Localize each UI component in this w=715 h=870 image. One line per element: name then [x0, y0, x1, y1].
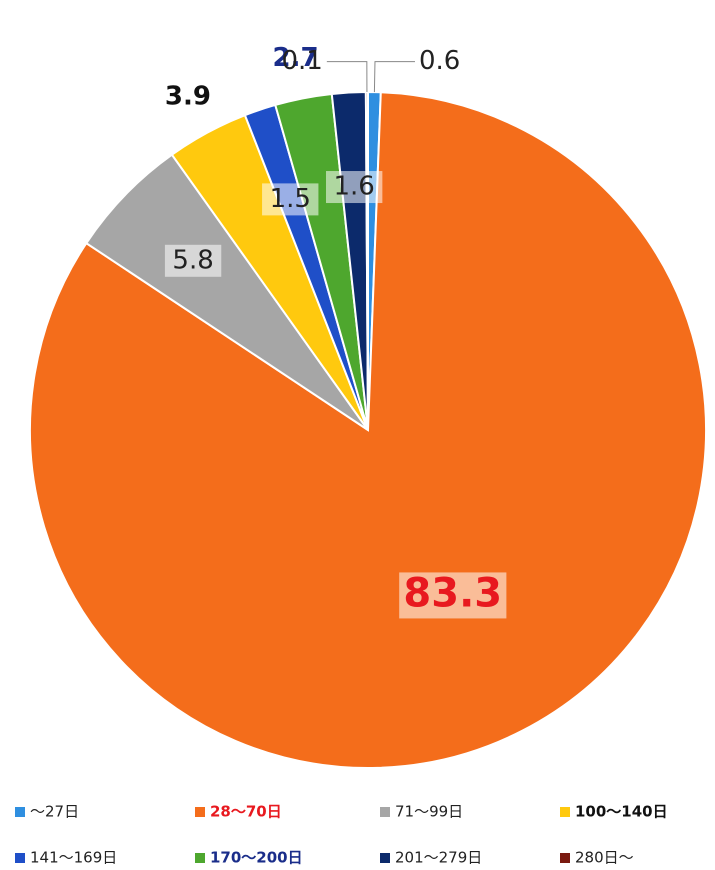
label-background: [262, 183, 319, 216]
pie-slice: [84, 153, 369, 431]
legend-label: 201～279日: [395, 849, 482, 867]
legend-label: 280日～: [575, 849, 634, 867]
data-label: 1.5: [270, 184, 311, 214]
legend-swatch: [15, 807, 25, 817]
data-label: 5.8: [172, 245, 213, 275]
label-background: [325, 171, 383, 204]
legend-swatch: [195, 853, 205, 863]
legend-label: 71～99日: [395, 803, 463, 821]
legend-swatch: [15, 853, 25, 863]
legend-swatch: [195, 807, 205, 817]
legend-label: 141～169日: [30, 849, 117, 867]
legend-label: 28～70日: [210, 803, 282, 821]
data-label: 0.6: [419, 46, 460, 76]
data-label: 2.7: [273, 43, 319, 73]
legend-label: ～27日: [30, 803, 79, 821]
legend-label: 170～200日: [210, 849, 303, 867]
data-label: 3.9: [165, 82, 211, 112]
legend-swatch: [560, 853, 570, 863]
label-background: [164, 244, 222, 277]
legend-swatch: [380, 853, 390, 863]
leader-line: [373, 61, 415, 93]
data-label: 0.1: [281, 46, 322, 76]
legend-label: 100～140日: [575, 803, 668, 821]
leader-line: [326, 61, 368, 93]
legend-swatch: [560, 807, 570, 817]
legend-swatch: [380, 807, 390, 817]
data-label: 83.3: [403, 570, 502, 616]
data-label: 1.6: [333, 172, 374, 202]
label-background: [399, 572, 507, 619]
